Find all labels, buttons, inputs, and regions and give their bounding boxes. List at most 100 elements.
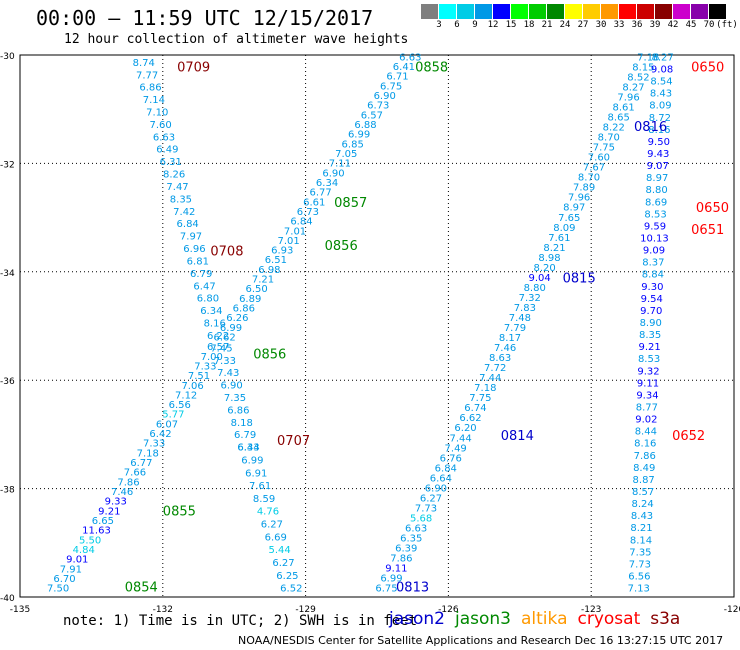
map-frame: [19, 54, 735, 598]
wave-height-value: 8.63: [489, 353, 511, 364]
x-tick-label: -123: [581, 605, 601, 615]
wave-height-value: 7.75: [593, 143, 615, 154]
pass-time-label: 0707: [277, 434, 310, 449]
pass-time-label: 0855: [163, 505, 196, 520]
wave-height-value: 8.74: [133, 58, 155, 69]
wave-height-value: 8.26: [163, 170, 185, 181]
wave-height-value: 8.54: [650, 77, 672, 88]
x-tick-label: -135: [10, 605, 30, 615]
wave-height-value: 10.13: [640, 233, 669, 244]
wave-height-value: 8.87: [633, 475, 655, 486]
wave-height-value: 6.77: [130, 458, 152, 469]
wave-height-value: 7.44: [479, 373, 501, 384]
wave-height-value: 6.27: [261, 520, 283, 531]
color-swatch: [529, 4, 547, 19]
wave-height-value: 8.15: [632, 62, 654, 73]
wave-height-value: 6.34: [200, 306, 222, 317]
wave-height-value: 7.79: [504, 323, 526, 334]
wave-height-value: 8.70: [598, 133, 620, 144]
wave-height-value: 6.86: [233, 304, 255, 315]
map-grid: [20, 55, 734, 597]
color-swatch: [691, 4, 709, 19]
wave-height-value: 6.96: [183, 244, 205, 255]
wave-height-value: 7.14: [143, 95, 165, 106]
wave-height-value: 7.10: [146, 107, 168, 118]
wave-height-value: 6.90: [322, 168, 344, 179]
wave-height-value: 9.54: [641, 294, 663, 305]
y-tick-label: -30: [0, 52, 15, 62]
color-scale: [421, 4, 727, 19]
wave-height-value: 6.41: [393, 62, 415, 73]
color-swatch: [655, 4, 673, 19]
wave-height-value: 6.99: [380, 574, 402, 585]
wave-height-value: 8.57: [632, 487, 654, 498]
wave-height-value: 8.21: [543, 243, 565, 254]
wave-height-value: 6.35: [400, 533, 422, 544]
wave-height-value: 7.47: [166, 182, 188, 193]
wave-height-value: 8.69: [645, 197, 667, 208]
wave-height-value: 6.80: [197, 294, 219, 305]
wave-height-value: 9.43: [647, 149, 669, 160]
y-tick-label: -34: [0, 269, 15, 279]
y-tick-label: -38: [0, 486, 15, 496]
wave-height-value: 7.00: [201, 352, 223, 363]
legend-item-altika: altika: [521, 609, 568, 629]
wave-height-value: 7.33: [214, 356, 236, 367]
pass-time-label: 0814: [501, 429, 534, 444]
wave-height-value: 9.21: [98, 506, 120, 517]
wave-height-value: 6.65: [92, 516, 114, 527]
wave-height-value: 9.33: [105, 497, 127, 508]
wave-height-value: 8.52: [627, 72, 649, 83]
axis-tick-labels: -135 -132 -129 -126 -123 -120 -30 -32 -34 -36 -38 -…: [0, 52, 740, 615]
color-swatch: [421, 4, 439, 19]
wave-height-value: 8.09: [553, 223, 575, 234]
color-scale-label: 6: [454, 20, 460, 30]
wave-height-value: 6.85: [342, 139, 364, 150]
wave-height-value: 7.49: [445, 443, 467, 454]
wave-height-value: 8.20: [533, 263, 555, 274]
wave-height-value: 6.93: [271, 246, 293, 257]
color-scale-label: 15: [505, 20, 517, 30]
wave-height-value: 6.75: [375, 584, 397, 595]
wave-height-value: 6.26: [226, 313, 248, 324]
color-swatch: [673, 4, 691, 19]
wave-height-value: 8.17: [499, 333, 521, 344]
wave-height-value: 8.84: [642, 270, 664, 281]
pass-time-label: 0652: [672, 429, 705, 444]
wave-height-value: 7.12: [175, 390, 197, 401]
wave-height-value: 9.70: [640, 306, 662, 317]
wave-height-value: 7.86: [390, 554, 412, 565]
wave-height-value: 7.65: [558, 213, 580, 224]
wave-height-value: 8.24: [631, 499, 653, 510]
pass-time-label: 0858: [415, 60, 448, 75]
wave-height-value: 6.76: [440, 453, 462, 464]
wave-height-value: 6.25: [276, 571, 298, 582]
wave-height-value: 6.99: [241, 455, 263, 466]
wave-height-value: 8.97: [563, 203, 585, 214]
wave-height-value: 7.72: [484, 363, 506, 374]
color-scale-label: 18: [523, 20, 535, 30]
color-scale-label: 21: [541, 20, 553, 30]
wave-height-value: 8.16: [648, 125, 670, 136]
wave-height-value: 9.07: [647, 161, 669, 172]
wave-height-value: 6.91: [245, 468, 267, 479]
wave-height-value: 9.30: [641, 282, 663, 293]
page-title: 00:00 – 11:59 UTC 12/15/2017: [36, 6, 374, 30]
wave-height-value: 7.60: [150, 120, 172, 131]
wave-height-value: 6.74: [464, 403, 486, 414]
wave-height-value: 6.86: [139, 83, 161, 94]
wave-height-value: 7.61: [249, 481, 271, 492]
color-scale-label: 70: [703, 20, 715, 30]
wave-height-value: 6.49: [156, 145, 178, 156]
wave-height-value: 7.18: [137, 448, 159, 459]
wave-height-value: 6.90: [220, 381, 242, 392]
color-swatch: [565, 4, 583, 19]
color-swatch: [493, 4, 511, 19]
wave-height-value: 6.57: [207, 342, 229, 353]
wave-height-value: 7.51: [188, 371, 210, 382]
wave-height-value: 6.56: [169, 400, 191, 411]
wave-height-value: 6.31: [160, 157, 182, 168]
wave-height-value: 7.42: [173, 207, 195, 218]
wave-height-value: 6.56: [628, 572, 650, 583]
